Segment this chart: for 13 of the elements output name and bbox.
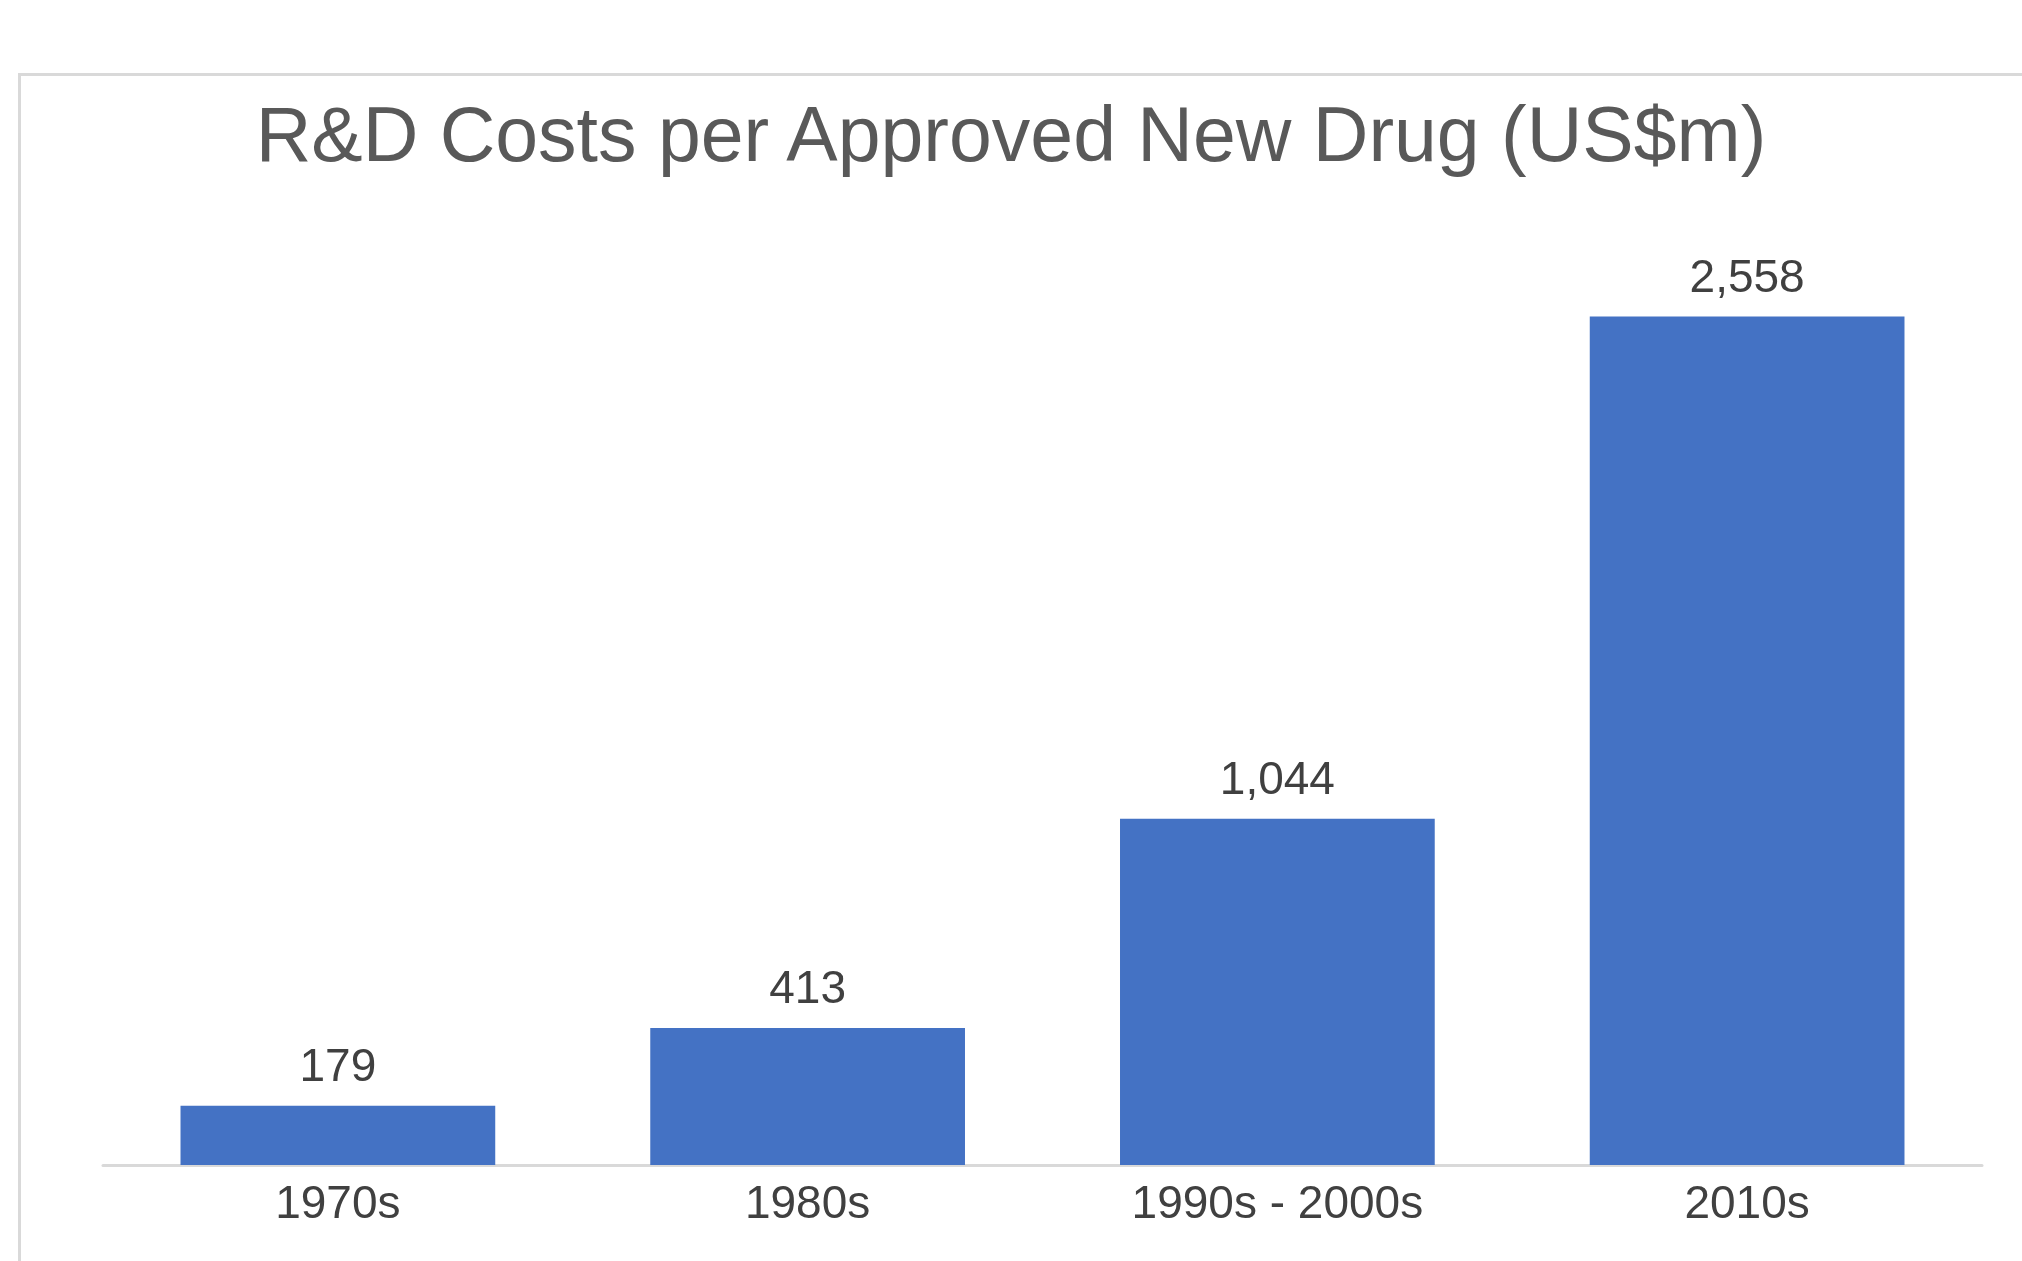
- x-tick-label: 1980s: [744, 1176, 871, 1228]
- chart-title: R&D Costs per Approved New Drug (US$m): [255, 90, 1767, 177]
- data-label: 413: [769, 961, 846, 1014]
- bar: [650, 1028, 965, 1165]
- data-label: 179: [299, 1038, 377, 1091]
- bar: [1589, 316, 1905, 1165]
- x-tick-label: 2010s: [1684, 1176, 1810, 1228]
- bar: [180, 1105, 496, 1165]
- x-tick-label: 1990s - 2000s: [1131, 1176, 1424, 1228]
- bar: [1120, 818, 1435, 1165]
- data-label: 2,558: [1689, 249, 1805, 302]
- x-tick-label: 1970s: [275, 1176, 401, 1228]
- data-label: 1,044: [1219, 751, 1335, 804]
